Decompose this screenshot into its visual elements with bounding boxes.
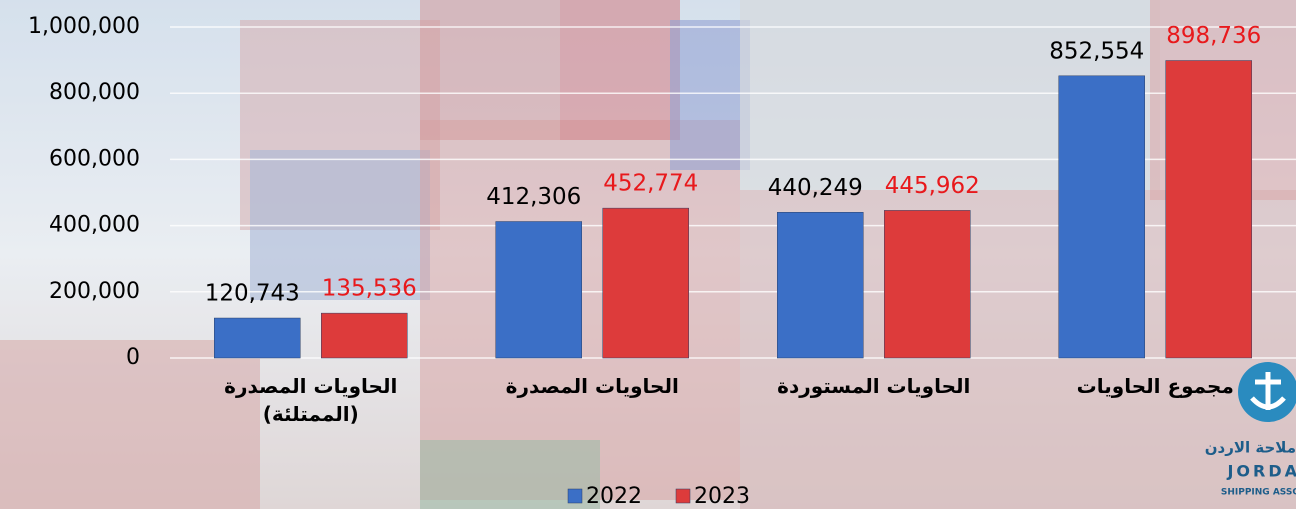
legend-label: 2022 [586, 484, 642, 509]
bar [602, 207, 689, 359]
y-tick-label: 0 [126, 345, 140, 370]
value-label: 852,554 [1049, 38, 1144, 64]
bar [884, 210, 971, 359]
value-label: 440,249 [768, 175, 863, 201]
logo-english: JORDA [1226, 462, 1296, 481]
legend-label: 2023 [694, 484, 750, 509]
legend-swatch [567, 488, 583, 504]
x-tick-label: الحاويات المستوردة [777, 374, 971, 398]
bar [777, 212, 864, 359]
bar [1165, 60, 1252, 359]
logo-arabic: ملاحة الاردن [1205, 439, 1296, 457]
y-tick-label: 600,000 [49, 146, 140, 171]
bar [495, 221, 582, 359]
logo: ملاحة الاردن JORDA SHIPPING ASSO [1205, 362, 1296, 498]
value-label: 412,306 [486, 184, 581, 210]
bar [1058, 75, 1145, 359]
y-tick-label: 200,000 [49, 279, 140, 304]
logo-sub: SHIPPING ASSO [1221, 488, 1296, 498]
bar [214, 317, 301, 359]
value-label: 135,536 [322, 276, 417, 302]
y-tick-label: 800,000 [49, 80, 140, 105]
legend-swatch [675, 488, 691, 504]
y-tick-label: 1,000,000 [28, 14, 140, 39]
bar [321, 312, 408, 359]
value-label: 898,736 [1166, 23, 1261, 49]
value-label: 452,774 [603, 171, 698, 197]
x-tick-label: الحاويات المصدرة (الممتلئة) [224, 374, 398, 426]
x-tick-label: الحاويات المصدرة [505, 374, 679, 398]
value-label: 120,743 [205, 281, 300, 307]
y-tick-label: 400,000 [49, 213, 140, 238]
x-tick-label: مجموع الحاويات [1076, 374, 1234, 398]
value-label: 445,962 [885, 173, 980, 199]
